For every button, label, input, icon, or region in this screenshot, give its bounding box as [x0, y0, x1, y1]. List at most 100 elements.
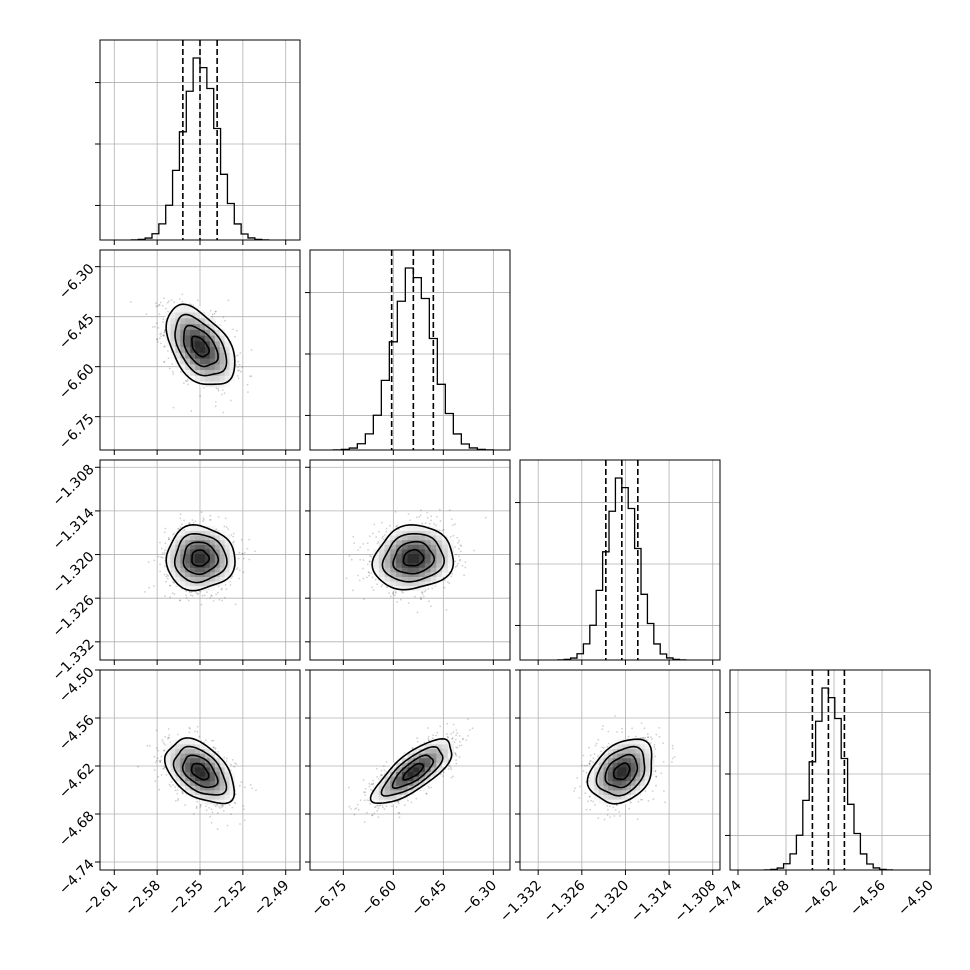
contour-level-4: [371, 524, 455, 591]
density-cell: [170, 539, 176, 545]
scatter-point: [201, 594, 204, 597]
scatter-point: [435, 524, 437, 527]
density-cell: [180, 576, 186, 582]
density-cell: [214, 335, 221, 342]
scatter-point: [172, 406, 175, 409]
scatter-point: [163, 345, 166, 348]
density-cell: [170, 558, 176, 564]
scatter-point: [380, 585, 383, 588]
density-cell: [436, 539, 443, 545]
scatter-point: [153, 585, 155, 587]
scatter-point: [160, 755, 163, 758]
density-cell: [180, 340, 186, 348]
density-cell: [219, 581, 226, 587]
density-cell: [175, 306, 181, 313]
scatter-point: [173, 582, 175, 584]
scatter-point: [198, 735, 201, 738]
scatter-point: [218, 598, 221, 601]
density-cell: [209, 562, 216, 568]
scatter-point: [177, 797, 180, 800]
scatter-point: [430, 519, 432, 522]
scatter-point: [249, 375, 251, 378]
scatter-point: [452, 534, 455, 537]
density-cell: [424, 539, 431, 545]
scatter-point: [430, 515, 432, 518]
scatter-point: [402, 591, 404, 594]
density-cell: [200, 340, 206, 348]
scatter-point: [159, 570, 162, 573]
scatter-point: [199, 394, 202, 397]
scatter-point: [191, 519, 194, 521]
scatter-point: [155, 302, 157, 305]
density-cell: [190, 358, 196, 365]
scatter-point: [163, 742, 166, 745]
scatter-point: [157, 775, 160, 778]
scatter-point: [385, 527, 388, 530]
scatter-point: [213, 804, 216, 806]
density-cell: [195, 581, 201, 587]
scatter-point: [385, 530, 388, 533]
density-cell: [436, 548, 443, 554]
density-cell: [442, 558, 449, 564]
density-cell: [419, 548, 426, 554]
density-cell: [204, 335, 211, 342]
scatter-point: [237, 366, 240, 369]
scatter-point: [147, 561, 150, 563]
density-cell: [447, 539, 454, 545]
scatter-point: [157, 749, 160, 752]
scatter-point: [211, 739, 213, 742]
scatter-point: [456, 536, 459, 539]
scatter-point: [197, 299, 199, 302]
scatter-point: [144, 591, 146, 593]
scatter-point: [424, 590, 426, 593]
density-cell: [219, 375, 226, 382]
panel-2-0: [99, 459, 301, 661]
scatter-point: [167, 538, 170, 541]
density-cell: [204, 358, 211, 365]
density-cell: [214, 535, 221, 541]
scatter-point: [420, 598, 423, 600]
scatter-point: [426, 511, 428, 514]
scatter-point: [243, 819, 246, 821]
scatter-point: [164, 736, 167, 738]
scatter-point: [158, 759, 161, 762]
scatter-point: [459, 550, 462, 553]
scatter-point: [378, 530, 380, 533]
density-cell: [185, 571, 191, 577]
density-cell: [165, 329, 171, 336]
scatter-point: [199, 806, 202, 808]
scatter-point: [237, 557, 240, 560]
contour-level-3: [381, 533, 446, 583]
scatter-point: [240, 781, 243, 783]
scatter-point: [188, 591, 191, 594]
scatter-point: [167, 357, 170, 359]
density-cell: [407, 571, 414, 577]
scatter-point: [370, 555, 373, 558]
density-cell: [219, 562, 226, 568]
scatter-point: [164, 549, 166, 552]
scatter-point: [161, 556, 164, 559]
panel-2-1: [309, 459, 511, 661]
density-cell: [424, 571, 431, 577]
density-cell: [204, 562, 211, 568]
scatter-point: [457, 541, 459, 544]
density-cell: [175, 558, 181, 564]
scatter-point: [420, 591, 423, 594]
hist-panel-2: [515, 459, 721, 661]
density-cell: [185, 363, 191, 371]
scatter-point: [211, 811, 214, 814]
scatter-point: [221, 804, 224, 807]
density-cell: [430, 576, 437, 582]
scatter-point: [368, 574, 370, 577]
scatter-point: [419, 514, 422, 517]
density-cell: [413, 525, 420, 531]
density-cell: [396, 585, 403, 591]
scatter-point: [234, 802, 237, 805]
density-cell: [190, 544, 196, 550]
density-cell: [170, 548, 176, 554]
panel-frame: [519, 459, 721, 661]
scatter-point: [164, 565, 166, 568]
scatter-point: [358, 579, 361, 582]
density-cell: [185, 323, 191, 330]
density-cell: [401, 544, 408, 550]
